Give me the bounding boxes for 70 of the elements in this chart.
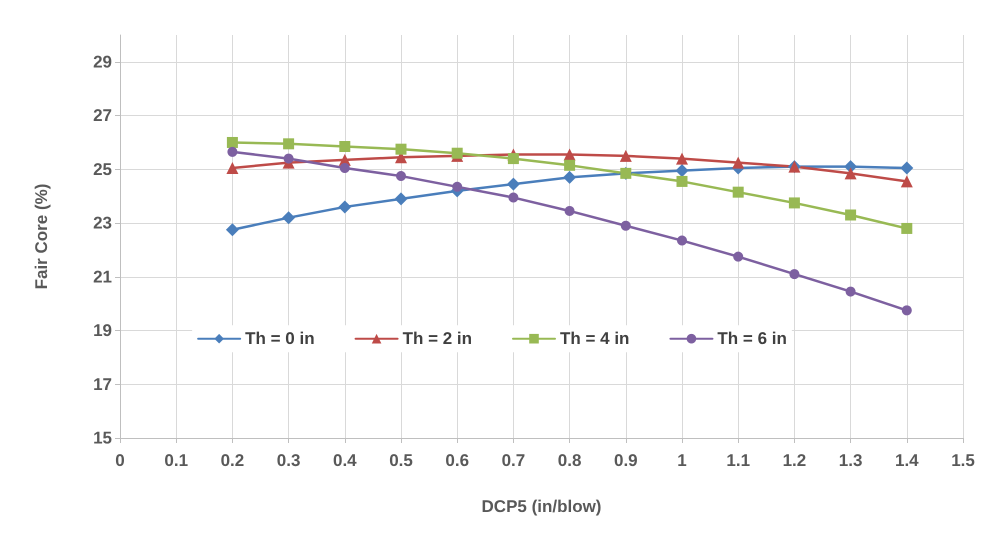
point xyxy=(396,144,406,155)
x-axis-title: DCP5 (in/blow) xyxy=(482,497,602,516)
point xyxy=(732,156,744,169)
point xyxy=(506,178,520,191)
point xyxy=(338,200,352,214)
x-tick-label: 0.8 xyxy=(558,451,582,470)
point xyxy=(284,154,294,164)
x-tick-label: 0.9 xyxy=(614,451,638,470)
point xyxy=(226,223,239,236)
y-tick-label: 23 xyxy=(93,214,112,233)
x-tick-label: 0.6 xyxy=(445,451,470,470)
point xyxy=(508,192,518,203)
point xyxy=(846,286,856,297)
point xyxy=(508,153,519,164)
y-tick-label: 17 xyxy=(93,374,112,394)
x-tick-label: 1.4 xyxy=(894,451,920,470)
legend-label: Th = 4 in xyxy=(560,329,630,348)
point xyxy=(452,148,463,159)
point xyxy=(226,136,238,148)
point xyxy=(226,162,238,174)
x-tick-label: 0 xyxy=(115,451,125,470)
point xyxy=(563,170,576,184)
point xyxy=(339,140,350,152)
y-tick-label: 15 xyxy=(93,428,112,448)
x-tick-label: 0.4 xyxy=(332,451,358,470)
point xyxy=(733,252,744,262)
x-tick-label: 1.2 xyxy=(782,451,806,470)
x-tick-label: 1.1 xyxy=(726,451,750,470)
legend-label: Th = 2 in xyxy=(402,329,472,348)
point xyxy=(789,269,800,280)
x-tick-label: 1.5 xyxy=(951,451,975,470)
point xyxy=(676,164,688,178)
point xyxy=(620,220,631,231)
x-tick-label: 0.1 xyxy=(164,451,188,470)
point xyxy=(396,171,406,182)
legend-label: Th = 0 in xyxy=(245,329,315,348)
point xyxy=(676,152,688,165)
x-tick-label: 0.3 xyxy=(276,451,300,470)
x-tick-label: 0.7 xyxy=(502,451,526,470)
point xyxy=(732,186,744,198)
point xyxy=(564,206,575,216)
legend-label: Th = 6 in xyxy=(717,329,787,348)
point xyxy=(564,160,576,171)
point xyxy=(788,197,800,208)
point xyxy=(845,210,856,221)
point xyxy=(902,305,912,316)
x-tick-label: 1 xyxy=(677,451,687,470)
y-tick-label: 27 xyxy=(93,106,112,126)
x-tick-label: 0.5 xyxy=(389,451,413,470)
point xyxy=(676,176,688,187)
point xyxy=(901,222,912,234)
x-tick-label: 0.2 xyxy=(220,451,244,470)
y-tick-label: 19 xyxy=(93,321,112,340)
point xyxy=(844,167,857,180)
point xyxy=(677,236,687,246)
point xyxy=(340,162,350,173)
point xyxy=(900,161,914,174)
x-tick-label: 1.3 xyxy=(838,451,862,470)
point xyxy=(564,148,576,161)
point xyxy=(283,138,294,150)
point xyxy=(620,150,632,162)
y-tick-label: 21 xyxy=(93,267,112,286)
point xyxy=(282,211,296,224)
y-axis-title: Fair Core (%) xyxy=(32,184,51,290)
y-tick-label: 25 xyxy=(93,160,112,179)
point xyxy=(900,175,913,188)
y-tick-label: 29 xyxy=(93,52,112,72)
point xyxy=(452,182,462,192)
point xyxy=(394,192,408,206)
point xyxy=(227,146,238,157)
